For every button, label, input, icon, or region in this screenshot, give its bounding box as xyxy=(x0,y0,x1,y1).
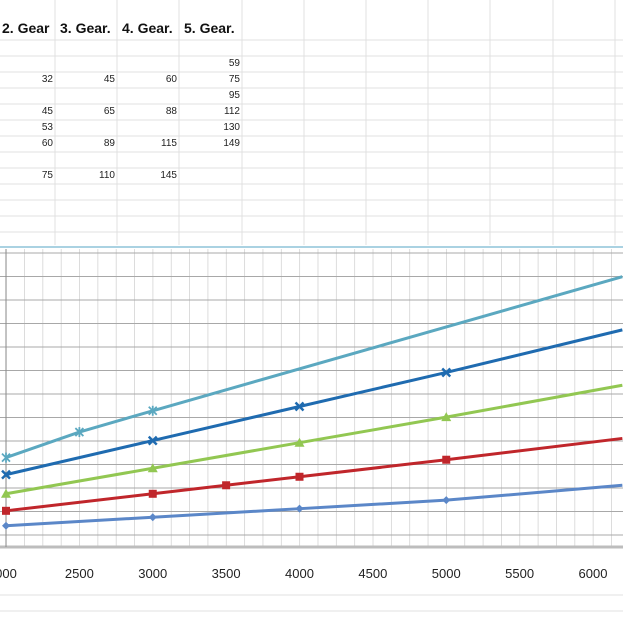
data-point-square xyxy=(148,489,157,498)
table-cell[interactable]: 59 xyxy=(228,58,240,69)
marker-stroke xyxy=(294,401,305,412)
series-2 xyxy=(2,436,623,515)
x-tick-label: 6000 xyxy=(579,566,608,581)
data-point-star xyxy=(74,427,85,438)
series-line xyxy=(5,483,623,528)
table-cell[interactable]: 75 xyxy=(228,74,240,85)
series-line xyxy=(5,275,623,460)
header-gear-2: 2. Gear xyxy=(2,20,50,36)
table-cell[interactable]: 88 xyxy=(165,106,177,117)
series-5 xyxy=(1,275,623,463)
chart-gridlines xyxy=(0,249,623,547)
data-point-square xyxy=(2,506,10,515)
table-cell[interactable]: 145 xyxy=(160,170,177,181)
x-tick-label: 3500 xyxy=(212,566,241,581)
table-cell[interactable]: 65 xyxy=(103,106,115,117)
line-chart[interactable]: 000 2500 3000 3500 4000 4500 5000 5500 6000 xyxy=(0,245,623,623)
table-cell[interactable]: 149 xyxy=(223,138,240,149)
table-cell[interactable]: 45 xyxy=(103,74,115,85)
table-cell[interactable]: 95 xyxy=(228,90,240,101)
x-tick-label: 4000 xyxy=(285,566,314,581)
series-line xyxy=(5,383,623,496)
header-gear-3: 3. Gear. xyxy=(60,20,111,36)
data-point-x xyxy=(294,401,305,412)
x-tick-label: 000 xyxy=(0,566,17,581)
table-cell[interactable]: 110 xyxy=(99,170,115,181)
table-cell[interactable]: 112 xyxy=(224,106,240,117)
series-3 xyxy=(1,383,623,498)
x-tick-label: 5500 xyxy=(505,566,534,581)
data-point-square xyxy=(222,481,231,490)
data-point-square xyxy=(442,455,451,464)
marker-stroke xyxy=(147,435,158,446)
data-point-diamond xyxy=(442,496,451,505)
table-cell[interactable]: 115 xyxy=(161,138,177,149)
x-tick-label: 5000 xyxy=(432,566,461,581)
data-point-x xyxy=(1,469,11,480)
series-4 xyxy=(1,328,623,480)
table-cell[interactable]: 45 xyxy=(41,106,53,117)
table-cell[interactable]: 60 xyxy=(41,138,53,149)
data-point-diamond xyxy=(295,504,304,513)
series-1 xyxy=(2,483,623,530)
data-point-x xyxy=(147,435,158,446)
table-cell[interactable]: 32 xyxy=(41,74,53,85)
spreadsheet-area[interactable]: 2. Gear 3. Gear. 4. Gear. 5. Gear. 59 32 4… xyxy=(0,0,623,245)
header-gear-4: 4. Gear. xyxy=(122,20,173,36)
data-point-star xyxy=(1,452,11,463)
data-point-diamond xyxy=(148,513,157,522)
table-cell[interactable]: 53 xyxy=(41,122,53,133)
data-point-diamond xyxy=(2,521,10,530)
marker-stroke xyxy=(441,367,452,378)
data-point-square xyxy=(295,472,304,481)
data-point-star xyxy=(148,405,158,416)
data-point-triangle xyxy=(294,437,305,447)
data-point-triangle xyxy=(441,412,452,422)
table-cell[interactable]: 75 xyxy=(41,170,53,181)
table-cell[interactable]: 130 xyxy=(223,122,240,133)
header-gear-5: 5. Gear. xyxy=(184,20,235,36)
x-tick-label: 2500 xyxy=(65,566,94,581)
series-line xyxy=(5,436,623,513)
data-point-x xyxy=(441,367,452,378)
table-cell[interactable]: 89 xyxy=(103,138,115,149)
table-cell[interactable]: 60 xyxy=(165,74,177,85)
x-tick-label: 3000 xyxy=(138,566,167,581)
data-point-triangle xyxy=(147,463,158,473)
marker-stroke xyxy=(1,469,11,480)
data-point-triangle xyxy=(1,488,11,498)
spreadsheet-gridlines xyxy=(0,0,623,245)
x-tick-label: 4500 xyxy=(358,566,387,581)
